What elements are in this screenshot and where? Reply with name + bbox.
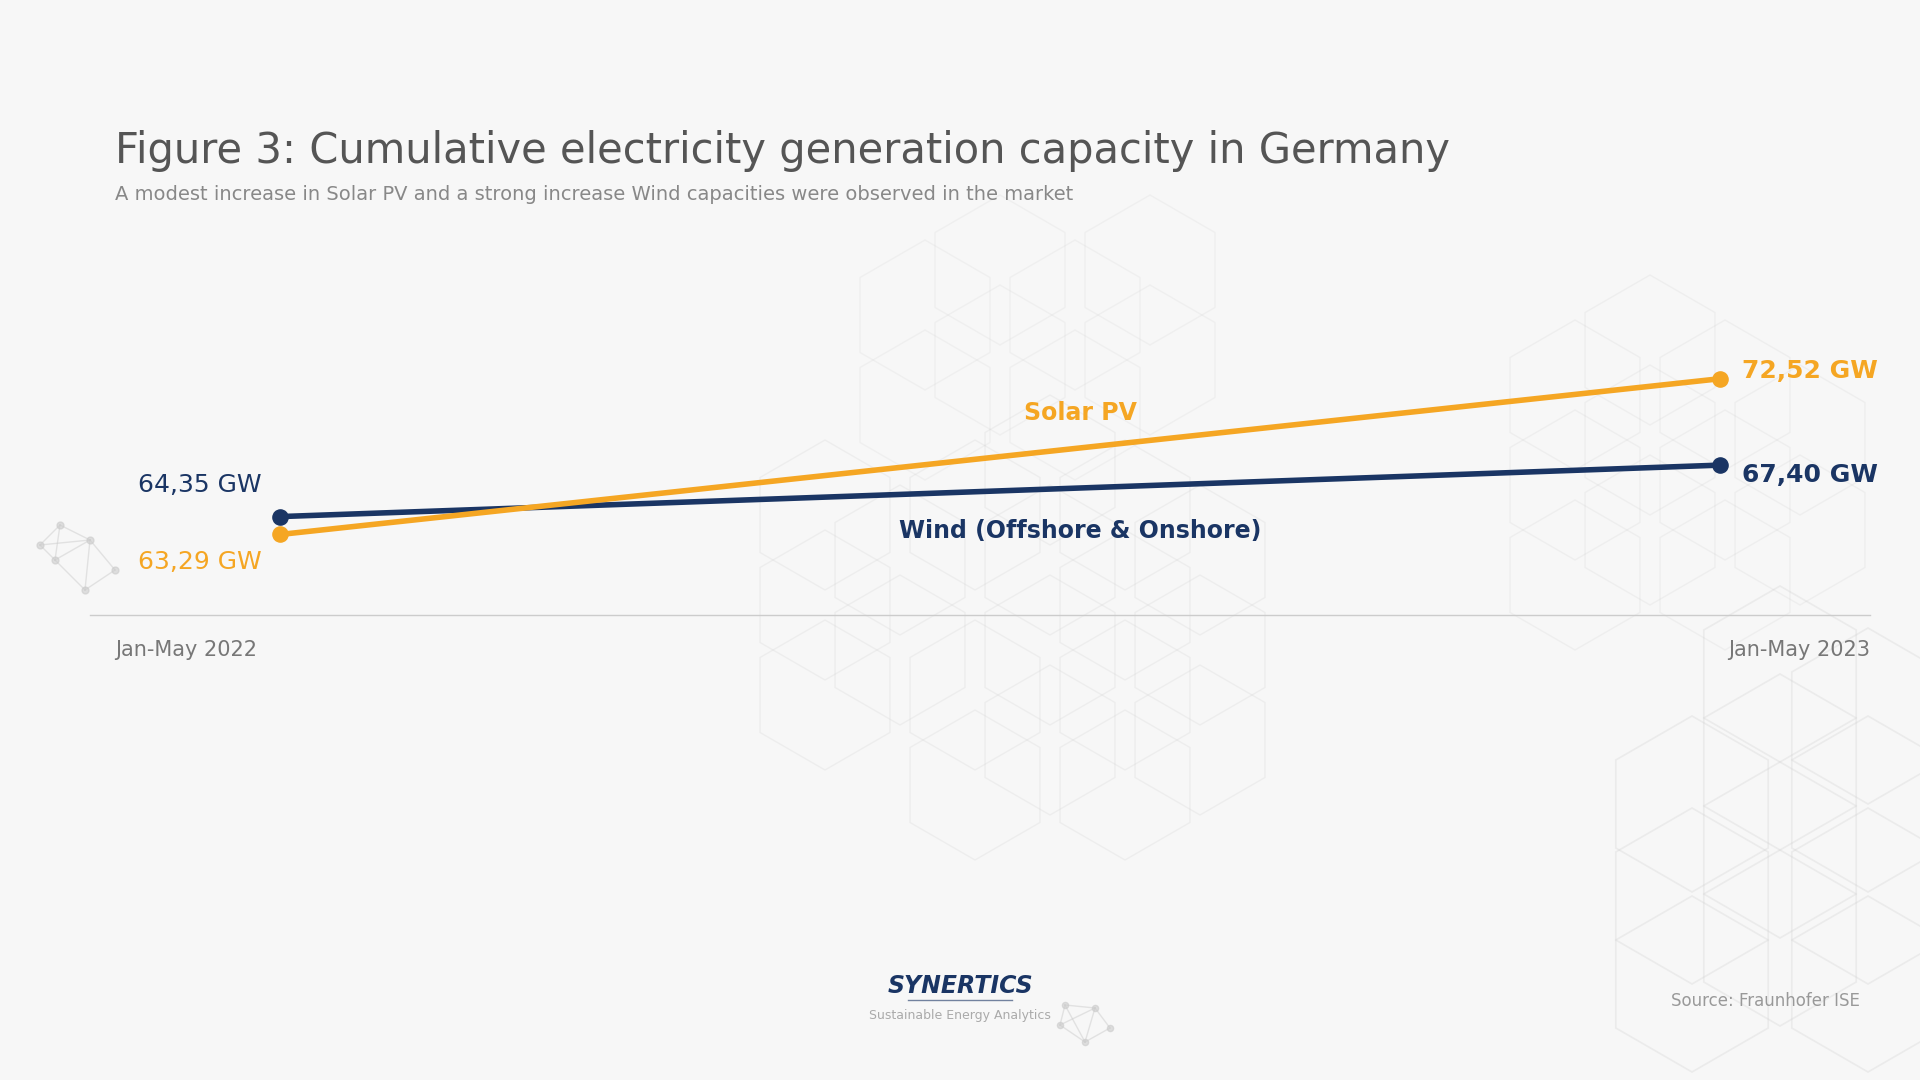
Text: A modest increase in Solar PV and a strong increase Wind capacities were observe: A modest increase in Solar PV and a stro… xyxy=(115,185,1073,204)
Point xyxy=(1050,997,1081,1014)
Text: Solar PV: Solar PV xyxy=(1023,401,1137,424)
Point xyxy=(25,537,56,554)
Point xyxy=(75,531,106,549)
Text: SYNERTICS: SYNERTICS xyxy=(887,974,1033,998)
Point xyxy=(265,508,296,525)
Point xyxy=(1044,1016,1075,1034)
Text: Source: Fraunhofer ISE: Source: Fraunhofer ISE xyxy=(1670,993,1860,1010)
Text: 72,52 GW: 72,52 GW xyxy=(1741,359,1878,382)
Point xyxy=(1705,457,1736,474)
Text: Jan-May 2023: Jan-May 2023 xyxy=(1728,640,1870,660)
Point xyxy=(40,552,71,569)
Text: Figure 3: Cumulative electricity generation capacity in Germany: Figure 3: Cumulative electricity generat… xyxy=(115,130,1450,172)
Point xyxy=(44,516,75,534)
Point xyxy=(100,562,131,579)
Point xyxy=(265,526,296,543)
Point xyxy=(1069,1034,1100,1051)
Text: Sustainable Energy Analytics: Sustainable Energy Analytics xyxy=(870,1009,1050,1022)
Text: 67,40 GW: 67,40 GW xyxy=(1741,463,1878,487)
Point xyxy=(69,581,100,598)
Text: 63,29 GW: 63,29 GW xyxy=(138,551,261,575)
Text: Jan-May 2022: Jan-May 2022 xyxy=(115,640,257,660)
Text: 64,35 GW: 64,35 GW xyxy=(138,473,261,497)
Point xyxy=(1094,1020,1125,1037)
Point xyxy=(1079,999,1110,1016)
Point xyxy=(1705,370,1736,388)
Text: Wind (Offshore & Onshore): Wind (Offshore & Onshore) xyxy=(899,518,1261,543)
